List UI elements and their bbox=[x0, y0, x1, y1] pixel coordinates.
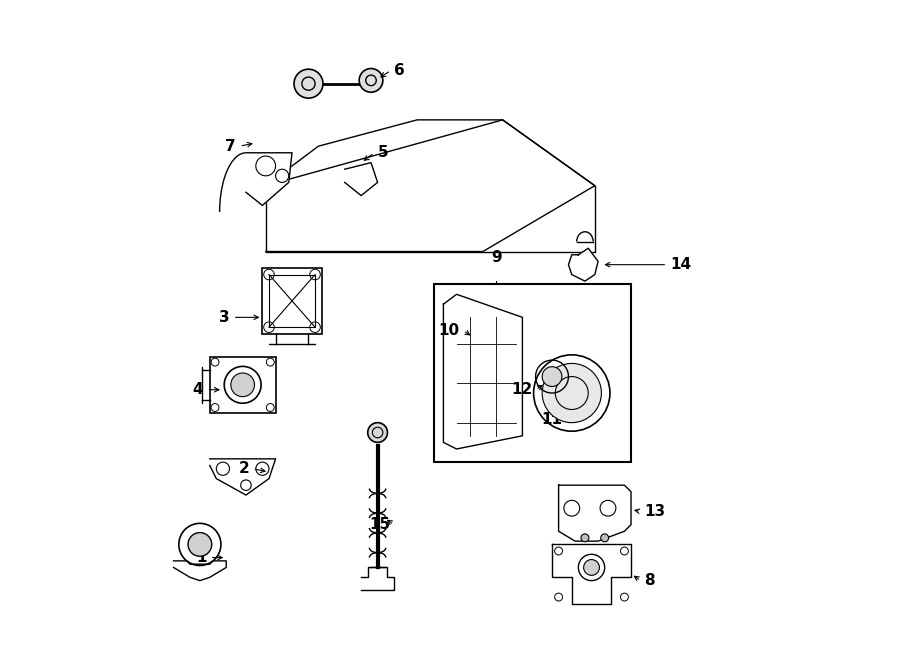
Text: 14: 14 bbox=[670, 257, 691, 272]
Polygon shape bbox=[361, 567, 394, 590]
Text: 15: 15 bbox=[370, 517, 391, 532]
Polygon shape bbox=[569, 249, 598, 281]
Circle shape bbox=[294, 69, 323, 98]
Polygon shape bbox=[266, 120, 595, 252]
Circle shape bbox=[542, 367, 562, 387]
Polygon shape bbox=[444, 294, 522, 449]
Text: 10: 10 bbox=[438, 323, 460, 338]
Circle shape bbox=[368, 422, 388, 442]
Text: 1: 1 bbox=[196, 550, 206, 565]
Circle shape bbox=[188, 533, 212, 557]
Text: 2: 2 bbox=[238, 461, 249, 476]
Bar bbox=[269, 274, 315, 327]
Polygon shape bbox=[345, 163, 378, 196]
Bar bbox=[434, 284, 631, 462]
Text: 11: 11 bbox=[542, 412, 562, 427]
Text: 12: 12 bbox=[511, 382, 532, 397]
Polygon shape bbox=[246, 153, 292, 206]
Text: 6: 6 bbox=[394, 63, 405, 78]
Polygon shape bbox=[559, 485, 631, 541]
Circle shape bbox=[230, 373, 255, 397]
Polygon shape bbox=[552, 545, 631, 603]
Bar bbox=[263, 268, 321, 334]
Bar bbox=[210, 357, 275, 412]
Circle shape bbox=[600, 534, 608, 542]
Circle shape bbox=[542, 364, 601, 422]
Text: 4: 4 bbox=[193, 382, 203, 397]
Text: 13: 13 bbox=[644, 504, 665, 519]
Text: 7: 7 bbox=[226, 139, 236, 154]
Text: 3: 3 bbox=[219, 310, 230, 325]
Polygon shape bbox=[210, 459, 275, 495]
Text: 8: 8 bbox=[644, 573, 655, 588]
Circle shape bbox=[583, 560, 599, 575]
Circle shape bbox=[359, 69, 382, 93]
Text: 5: 5 bbox=[378, 145, 388, 160]
Polygon shape bbox=[174, 561, 226, 580]
Circle shape bbox=[581, 534, 589, 542]
Text: 9: 9 bbox=[491, 250, 501, 264]
